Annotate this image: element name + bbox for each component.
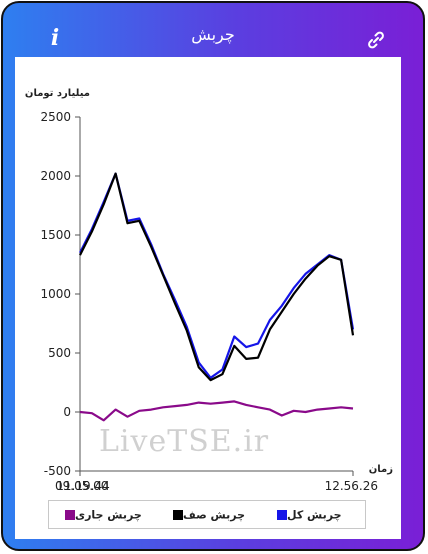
- line-total: [79, 172, 355, 379]
- link-icon[interactable]: [365, 29, 387, 51]
- chart: میلیارد تومان زمان LiveTSE.ir 2500 2000 15…: [25, 88, 393, 493]
- chart-card: میلیارد تومان زمان LiveTSE.ir 2500 2000 15…: [15, 57, 401, 539]
- y-tick-label: -500: [44, 464, 71, 478]
- x-axis-label: زمان: [369, 464, 393, 475]
- y-tick-label: 1500: [40, 228, 71, 242]
- plot-area: [79, 172, 355, 422]
- y-tick-label: 1000: [40, 287, 71, 301]
- y-axis-label: میلیارد تومان: [25, 88, 90, 99]
- header: i چربش: [3, 3, 423, 59]
- y-tick-label: 0: [63, 405, 71, 419]
- y-tick-label: 500: [48, 346, 71, 360]
- legend-item-total[interactable]: چربش کل: [271, 501, 342, 528]
- legend-label: چربش کل: [287, 508, 342, 522]
- page-title: چربش: [191, 25, 235, 44]
- legend-swatch: [173, 510, 183, 520]
- watermark: LiveTSE.ir: [99, 424, 269, 459]
- x-tick-label: 12.56.26: [325, 479, 378, 493]
- y-tick-label: 2000: [40, 169, 71, 183]
- legend-label: چربش صف: [183, 508, 246, 522]
- legend-item-queue[interactable]: چربش صف: [167, 501, 245, 528]
- legend: چربش کل چربش صف چربش جاری: [48, 500, 366, 529]
- y-tick-label: 2500: [40, 110, 71, 124]
- info-icon[interactable]: i: [50, 25, 60, 51]
- legend-swatch: [65, 510, 75, 520]
- y-axis: 2500 2000 1500 1000 500 0 -500: [40, 110, 353, 478]
- legend-item-current[interactable]: چربش جاری: [59, 501, 142, 528]
- line-queue: [79, 172, 355, 382]
- legend-label: چربش جاری: [75, 508, 142, 522]
- line-current: [79, 400, 354, 422]
- x-tick-label: 11.19.44: [56, 479, 109, 493]
- x-tick-label: 09.05.00: [55, 479, 108, 493]
- legend-swatch: [277, 510, 287, 520]
